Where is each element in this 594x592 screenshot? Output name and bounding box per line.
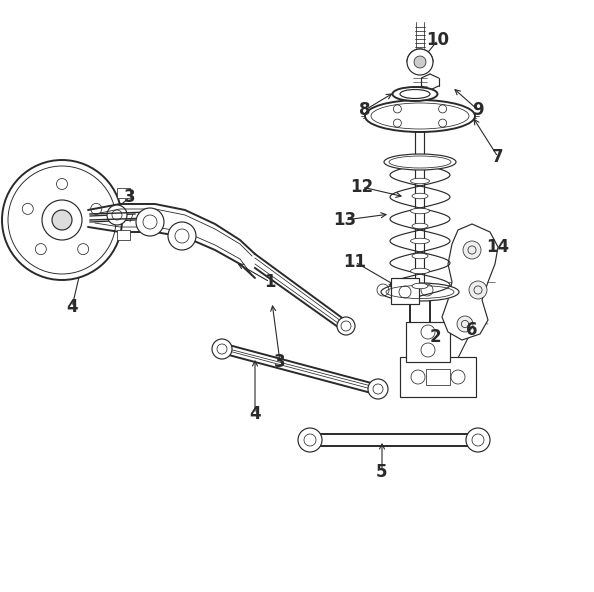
Text: 6: 6 <box>466 321 478 339</box>
Circle shape <box>414 56 426 68</box>
Circle shape <box>2 160 122 280</box>
Circle shape <box>411 370 425 384</box>
Circle shape <box>136 208 164 236</box>
Text: 9: 9 <box>472 101 484 119</box>
Circle shape <box>368 379 388 399</box>
Text: 4: 4 <box>249 405 261 423</box>
Text: 11: 11 <box>343 253 366 271</box>
Text: 1: 1 <box>264 273 276 291</box>
Text: 5: 5 <box>376 463 388 481</box>
Text: 4: 4 <box>66 298 78 316</box>
Polygon shape <box>442 224 498 340</box>
Circle shape <box>457 316 473 332</box>
Polygon shape <box>117 188 130 198</box>
Circle shape <box>451 370 465 384</box>
Text: 2: 2 <box>429 328 441 346</box>
Polygon shape <box>426 369 450 385</box>
Circle shape <box>42 200 82 240</box>
Circle shape <box>466 428 490 452</box>
Ellipse shape <box>412 193 428 199</box>
Circle shape <box>298 428 322 452</box>
Circle shape <box>337 317 355 335</box>
Polygon shape <box>117 230 130 240</box>
Ellipse shape <box>410 178 429 184</box>
Ellipse shape <box>365 100 475 132</box>
Text: 13: 13 <box>333 211 356 229</box>
Text: 7: 7 <box>492 148 504 166</box>
Circle shape <box>469 281 487 299</box>
Ellipse shape <box>381 283 459 301</box>
Circle shape <box>463 241 481 259</box>
Text: 12: 12 <box>350 178 374 196</box>
Ellipse shape <box>412 253 428 259</box>
Ellipse shape <box>410 208 429 214</box>
Circle shape <box>107 205 127 225</box>
Wedge shape <box>407 49 433 62</box>
Text: 3: 3 <box>124 188 136 206</box>
Text: 14: 14 <box>486 238 510 256</box>
Text: 8: 8 <box>359 101 371 119</box>
Ellipse shape <box>412 283 428 289</box>
Text: 10: 10 <box>426 31 450 49</box>
Ellipse shape <box>410 238 429 244</box>
Circle shape <box>212 339 232 359</box>
Circle shape <box>52 210 72 230</box>
Circle shape <box>168 222 196 250</box>
Circle shape <box>407 49 433 75</box>
Polygon shape <box>400 357 476 397</box>
Ellipse shape <box>412 223 428 229</box>
Polygon shape <box>406 322 450 362</box>
Ellipse shape <box>393 87 438 101</box>
Ellipse shape <box>384 154 456 170</box>
Ellipse shape <box>410 268 429 274</box>
Polygon shape <box>391 278 419 304</box>
Text: 3: 3 <box>274 353 286 371</box>
